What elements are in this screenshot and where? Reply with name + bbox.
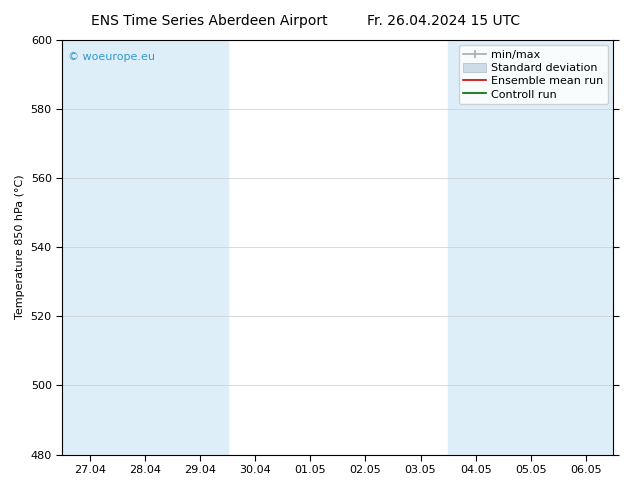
Text: ENS Time Series Aberdeen Airport: ENS Time Series Aberdeen Airport [91, 14, 328, 28]
Bar [448, 40, 614, 455]
Y-axis label: Temperature 850 hPa (°C): Temperature 850 hPa (°C) [15, 175, 25, 319]
Legend: min/max, Standard deviation, Ensemble mean run, Controll run: min/max, Standard deviation, Ensemble me… [459, 45, 608, 104]
Text: © woeurope.eu: © woeurope.eu [68, 52, 155, 62]
Text: Fr. 26.04.2024 15 UTC: Fr. 26.04.2024 15 UTC [367, 14, 521, 28]
Bar [62, 40, 228, 455]
